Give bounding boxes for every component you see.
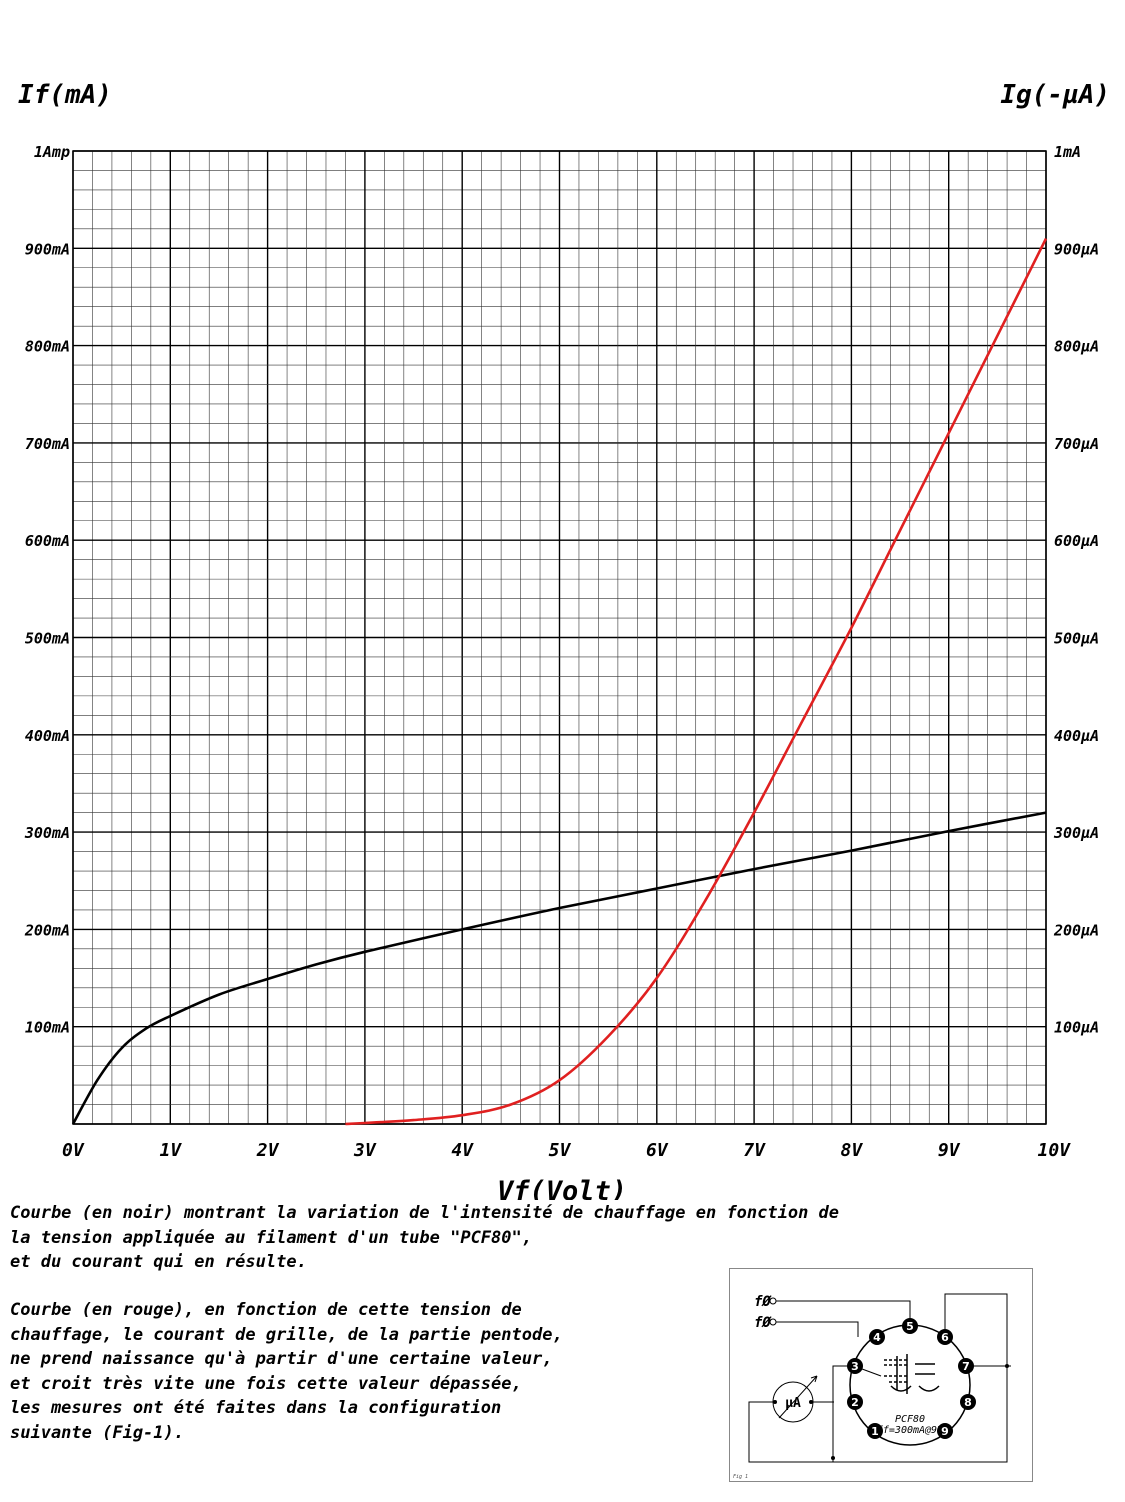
y-tick-label-right: 600µA [1054, 532, 1099, 550]
x-tick-label: 0V [62, 1140, 85, 1161]
x-tick-label: 7V [743, 1140, 766, 1161]
x-tick-label: 8V [841, 1140, 864, 1161]
wire-junction [1005, 1364, 1009, 1368]
pin-marker [958, 1358, 974, 1374]
caption-paragraph-2: Courbe (en rouge), en fonction de cette … [10, 1300, 563, 1443]
series-line-filament-current [71, 811, 1047, 1125]
pin-number: 8 [964, 1396, 972, 1409]
pin-number: 6 [941, 1331, 949, 1344]
filament-label-1: fØ [754, 1294, 772, 1310]
series-layer [71, 238, 1048, 1126]
x-tick-label: 10V [1037, 1140, 1071, 1161]
plot-frame [72, 150, 1047, 1125]
series-line-grid-current [345, 238, 1048, 1126]
y-tick-label-left: 500mA [25, 630, 70, 648]
pin-marker [869, 1329, 885, 1345]
pin-marker [937, 1329, 953, 1345]
y-tick-label-right: 1mA [1054, 143, 1081, 161]
tube-electrodes [853, 1354, 940, 1394]
pin-number: 9 [941, 1425, 949, 1438]
meter-terminal [773, 1400, 777, 1404]
chart: If(mA) Ig(-µA) 1Amp 900mA 800mA 700mA 600mA 5… [18, 80, 1110, 1200]
x-tick-label: 6V [646, 1140, 669, 1161]
pin-number: 4 [873, 1331, 881, 1344]
x-tick-label: 4V [451, 1140, 474, 1161]
pin-marker [867, 1423, 883, 1439]
pin-marker [847, 1358, 863, 1374]
wiring [748, 1293, 1011, 1463]
caption-paragraph-1: Courbe (en noir) montrant la variation d… [10, 1203, 840, 1272]
y-tick-label-right: 700µA [1054, 435, 1099, 453]
x-axis-ticks: 0V 1V 2V 3V 4V 5V 6V 7V 8V 9V 10V [62, 1140, 1071, 1161]
pin-number: 3 [851, 1360, 859, 1373]
filament-label-2: fØ [754, 1315, 772, 1331]
x-tick-label: 3V [353, 1140, 377, 1161]
tube-spec: ff=300mA@9V [877, 1425, 944, 1436]
x-tick-label: 1V [159, 1140, 182, 1161]
x-tick-label: 5V [549, 1140, 572, 1161]
x-tick-label: 2V [256, 1140, 280, 1161]
y-tick-label-left: 900mA [25, 240, 70, 258]
x-axis-title: Vf(Volt) [497, 1176, 627, 1200]
y-tick-label-left: 1Amp [34, 143, 70, 161]
pin-marker [902, 1318, 918, 1334]
circuit-figure: fØ fØ PCF80 ff=300mA@9V µA 1 2 3 4 5 6 7 8 9 Fig… [729, 1268, 1033, 1482]
y-axis-left-ticks: 1Amp 900mA 800mA 700mA 600mA 500mA 400mA 300mA 2… [24, 143, 70, 1037]
pin-number: 7 [962, 1360, 970, 1373]
y-axis-right-ticks: 1mA 900µA 800µA 700µA 600µA 500µA 400µA 300µA 20… [1053, 143, 1099, 1037]
y-tick-label-right: 300µA [1053, 824, 1099, 842]
y-tick-label-right: 200µA [1053, 921, 1099, 939]
pin-marker [847, 1394, 863, 1410]
meter-terminal [809, 1400, 813, 1404]
meter-label: µA [785, 1396, 801, 1411]
y-tick-label-left: 200mA [24, 921, 70, 939]
pin-number: 5 [906, 1320, 914, 1333]
y-tick-label-left: 800mA [25, 338, 70, 356]
figure-label: Fig 1 [733, 1474, 748, 1480]
x-tick-label: 9V [938, 1140, 961, 1161]
tube-pins: 1 2 3 4 5 6 7 8 9 [847, 1318, 976, 1439]
y-tick-label-right: 800µA [1054, 338, 1099, 356]
pin-marker [937, 1423, 953, 1439]
y-tick-label-left: 300mA [24, 824, 70, 842]
meter-arrow [778, 1375, 818, 1419]
tube-name: PCF80 [895, 1414, 925, 1425]
pin-marker [960, 1394, 976, 1410]
wire-junction [831, 1456, 835, 1460]
y-tick-label-left: 600mA [25, 532, 70, 550]
y-tick-label-left: 400mA [25, 727, 70, 745]
y-axis-left-title: If(mA) [18, 80, 112, 110]
pin-number: 1 [871, 1425, 879, 1438]
y-tick-label-right: 400µA [1054, 727, 1099, 745]
y-tick-label-left: 700mA [25, 435, 70, 453]
grid [72, 150, 1047, 1125]
pin-number: 2 [851, 1396, 859, 1409]
y-tick-label-right: 100µA [1054, 1019, 1099, 1037]
y-tick-label-right: 500µA [1054, 630, 1099, 648]
y-axis-right-title: Ig(-µA) [1000, 80, 1110, 110]
y-tick-label-right: 900µA [1054, 240, 1099, 258]
y-tick-label-left: 100mA [25, 1019, 70, 1037]
